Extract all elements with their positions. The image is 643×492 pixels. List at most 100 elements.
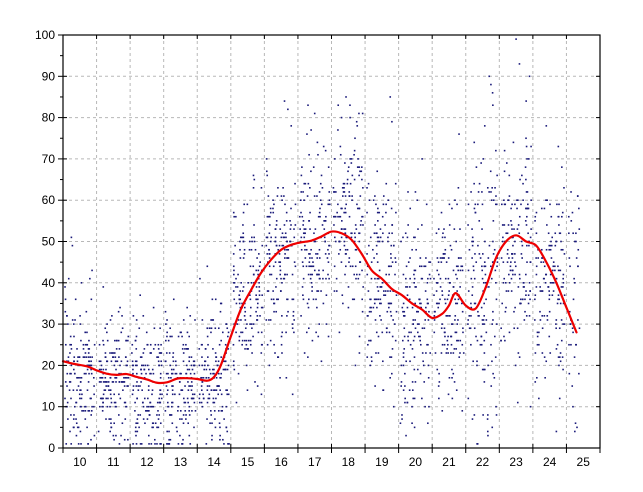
scatter-point bbox=[160, 360, 162, 363]
scatter-point bbox=[403, 335, 406, 338]
scatter-point bbox=[536, 335, 539, 338]
scatter-point bbox=[525, 191, 528, 193]
scatter-point bbox=[281, 232, 284, 235]
scatter-point bbox=[249, 343, 252, 346]
scatter-point bbox=[220, 339, 222, 342]
scatter-point bbox=[485, 331, 488, 334]
scatter-point bbox=[336, 211, 338, 214]
scatter-point bbox=[152, 348, 155, 350]
scatter-point bbox=[353, 178, 356, 181]
scatter-point bbox=[441, 257, 443, 259]
scatter-point bbox=[79, 323, 82, 325]
scatter-point bbox=[105, 418, 107, 420]
scatter-point bbox=[294, 265, 297, 268]
scatter-point bbox=[304, 228, 307, 230]
scatter-point bbox=[360, 170, 363, 173]
scatter-point bbox=[457, 298, 460, 301]
scatter-point bbox=[542, 277, 545, 280]
scatter-point bbox=[344, 228, 347, 230]
scatter-point bbox=[140, 356, 143, 358]
scatter-point bbox=[412, 319, 415, 321]
scatter-point bbox=[461, 302, 463, 305]
scatter-point bbox=[488, 286, 490, 288]
scatter-point bbox=[112, 352, 114, 354]
scatter-point bbox=[427, 277, 429, 280]
scatter-point bbox=[471, 286, 474, 288]
scatter-point bbox=[493, 376, 496, 379]
scatter-point bbox=[275, 277, 278, 280]
scatter-point bbox=[409, 257, 411, 259]
scatter-point bbox=[188, 385, 190, 387]
scatter-point bbox=[67, 418, 69, 420]
scatter-point bbox=[517, 352, 520, 354]
scatter-point bbox=[474, 211, 477, 214]
scatter-point bbox=[536, 343, 539, 346]
scatter-point bbox=[252, 174, 255, 177]
scatter-point bbox=[147, 410, 149, 412]
scatter-point bbox=[98, 381, 101, 383]
scatter-point bbox=[517, 224, 520, 226]
scatter-point bbox=[568, 343, 570, 346]
scatter-point bbox=[225, 426, 228, 429]
scatter-point bbox=[309, 187, 311, 189]
scatter-point bbox=[172, 360, 175, 363]
scatter-point bbox=[328, 244, 331, 247]
scatter-point bbox=[304, 257, 307, 259]
scatter-point bbox=[90, 410, 93, 412]
scatter-point bbox=[471, 240, 473, 243]
scatter-point bbox=[258, 265, 261, 268]
scatter-point bbox=[540, 261, 542, 263]
scatter-point bbox=[200, 401, 203, 404]
scatter-point bbox=[247, 282, 249, 284]
scatter-point bbox=[144, 422, 146, 425]
scatter-point bbox=[421, 224, 423, 226]
scatter-point bbox=[426, 343, 428, 346]
scatter-point bbox=[502, 236, 504, 239]
scatter-point bbox=[308, 265, 310, 268]
scatter-point bbox=[217, 327, 220, 330]
scatter-point bbox=[390, 257, 392, 259]
scatter-point bbox=[239, 240, 241, 243]
scatter-point bbox=[511, 253, 514, 255]
scatter-point bbox=[142, 418, 145, 420]
scatter-point bbox=[427, 343, 429, 346]
scatter-point bbox=[508, 273, 510, 276]
scatter-point bbox=[472, 269, 475, 272]
scatter-point bbox=[275, 220, 278, 222]
scatter-point bbox=[483, 352, 486, 354]
scatter-point bbox=[390, 302, 393, 305]
scatter-point bbox=[74, 319, 76, 321]
scatter-point bbox=[545, 199, 547, 201]
scatter-point bbox=[280, 343, 283, 346]
scatter-point bbox=[194, 319, 196, 321]
scatter-point bbox=[561, 248, 564, 251]
scatter-point bbox=[328, 199, 331, 201]
scatter-point bbox=[451, 397, 454, 400]
scatter-point bbox=[280, 277, 282, 280]
scatter-point bbox=[105, 381, 107, 383]
scatter-point bbox=[444, 298, 446, 301]
scatter-point bbox=[67, 360, 70, 363]
scatter-point bbox=[147, 434, 150, 437]
x-tick-label: 15 bbox=[241, 455, 255, 469]
scatter-point bbox=[256, 306, 259, 309]
scatter-point bbox=[76, 348, 78, 350]
scatter-point bbox=[85, 356, 88, 358]
scatter-point bbox=[348, 257, 351, 259]
scatter-point bbox=[321, 224, 324, 226]
scatter-point bbox=[409, 207, 412, 210]
scatter-point bbox=[340, 207, 342, 210]
scatter-point bbox=[238, 335, 241, 338]
scatter-point bbox=[90, 414, 93, 416]
scatter-point bbox=[214, 352, 217, 354]
scatter-point bbox=[312, 298, 315, 301]
scatter-point bbox=[220, 410, 223, 412]
scatter-point bbox=[170, 372, 173, 375]
scatter-point bbox=[208, 397, 211, 400]
scatter-point bbox=[284, 273, 286, 276]
scatter-point bbox=[261, 306, 264, 309]
scatter-point bbox=[473, 302, 476, 305]
scatter-points bbox=[64, 38, 581, 445]
scatter-point bbox=[562, 282, 565, 284]
scatter-point bbox=[549, 244, 552, 247]
